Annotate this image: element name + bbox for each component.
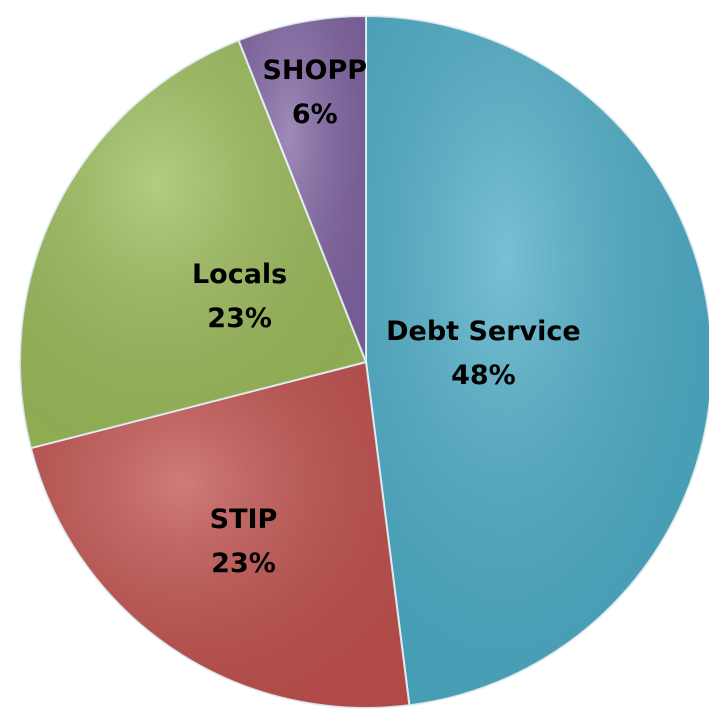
slice-shine [366,16,709,706]
slice-label: STIP [210,504,278,535]
slice-label: Debt Service [386,316,581,347]
labels: Debt Service 48% STIP 23% Locals 23% SHOPP 6% [192,55,581,579]
slice-value-label: 48% [451,360,516,391]
slice-value-label: 23% [211,548,276,579]
slice-value-label: 23% [207,303,272,334]
slice-value-label: 6% [292,99,338,130]
slice-shine [238,16,366,362]
slice-label: Locals [192,259,287,290]
slice-shine [30,362,410,708]
pie [19,14,709,709]
slice-label: SHOPP [262,55,367,86]
slice-shine [19,40,366,449]
